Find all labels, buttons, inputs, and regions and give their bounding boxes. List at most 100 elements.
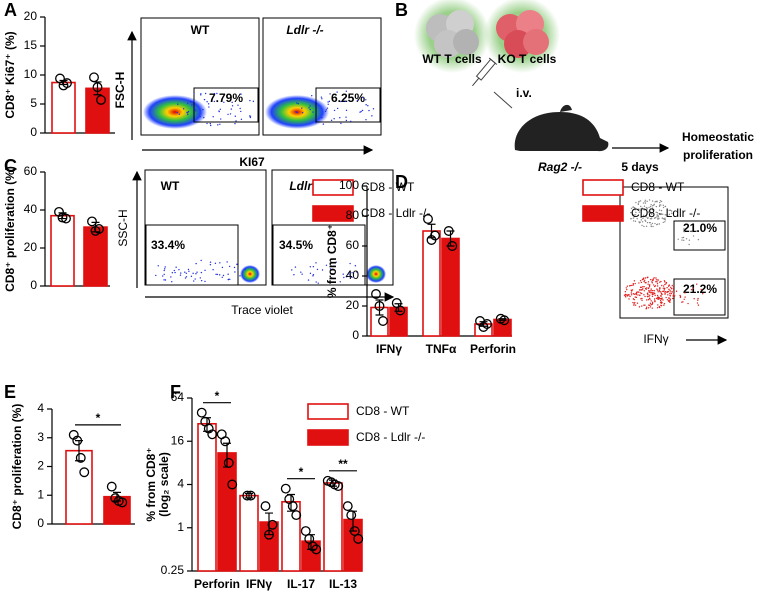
- flow-event: [371, 115, 373, 117]
- flow-event: [668, 209, 670, 212]
- flow-event: [190, 275, 193, 278]
- flow-event: [653, 290, 655, 292]
- flow-event: [669, 295, 671, 297]
- flow-event: [673, 292, 675, 294]
- flow-event: [650, 224, 652, 226]
- flow-event: [631, 284, 633, 287]
- y-tick-label: 20: [24, 240, 38, 254]
- flow-event: [202, 108, 204, 111]
- axis-label: Trace violet: [231, 303, 293, 317]
- flow-event: [668, 299, 670, 302]
- flow-event: [662, 213, 664, 215]
- gate-value: 21.0%: [683, 221, 717, 235]
- flow-event: [664, 281, 666, 283]
- flow-event: [155, 274, 157, 277]
- diagram-b: WT T cells KO T cells i.v. Rag2 -/- 5 da…: [414, 0, 754, 174]
- flow-event: [325, 264, 328, 266]
- flow-event: [641, 207, 643, 209]
- data-point: [287, 501, 298, 512]
- flow-event: [635, 292, 637, 295]
- flow-event: [163, 273, 165, 276]
- flow-event: [644, 304, 646, 306]
- flow-event: [644, 202, 647, 204]
- flow-event: [640, 219, 643, 221]
- flow-event: [668, 213, 671, 216]
- flow-event: [655, 279, 658, 281]
- flow-event: [648, 297, 651, 299]
- flow-event: [368, 109, 370, 112]
- flow-event: [630, 294, 633, 296]
- flow-event: [638, 211, 641, 213]
- flow-event: [184, 277, 187, 279]
- flow-event: [647, 307, 650, 309]
- significance: *: [96, 411, 101, 425]
- flow-event: [660, 280, 662, 283]
- flow-event: [204, 280, 206, 283]
- flow-event: [625, 294, 628, 296]
- flow-event: [670, 288, 673, 290]
- density: [366, 265, 386, 283]
- flow-event: [200, 94, 202, 96]
- flow-event: [674, 295, 676, 297]
- flow-event: [647, 276, 649, 278]
- flow-event: [362, 97, 365, 99]
- flow-a: FSC-H WT Ldlr -/- 7.79% 6.25% KI67: [113, 17, 382, 169]
- flow-event: [632, 283, 634, 285]
- flow-event: [294, 266, 297, 268]
- flow-event: [657, 298, 659, 300]
- flow-event: [644, 219, 646, 221]
- flow-event: [633, 304, 635, 306]
- y-tick-label: 60: [24, 164, 38, 178]
- flow-event: [309, 108, 311, 111]
- flow-event: [644, 287, 647, 290]
- flow-event: [655, 277, 657, 279]
- flow-event: [692, 235, 695, 237]
- flow-event: [249, 99, 251, 102]
- flow-event: [663, 302, 666, 305]
- flow-event: [633, 298, 636, 301]
- flow-event: [664, 221, 666, 223]
- flow-event: [214, 262, 217, 265]
- flow-event: [356, 271, 358, 273]
- flow-event: [320, 96, 323, 98]
- flow-event: [656, 216, 658, 218]
- flow-event: [652, 278, 655, 280]
- flow-event: [640, 286, 643, 289]
- flow-event: [656, 214, 658, 216]
- flow-event: [218, 274, 221, 276]
- flow-event: [193, 93, 195, 95]
- flow-event: [321, 116, 323, 119]
- flow-event: [647, 299, 650, 301]
- panel-label: D: [395, 172, 408, 192]
- axis-label: IFNγ: [643, 332, 668, 346]
- flow-event: [316, 268, 319, 271]
- flow-event: [662, 221, 664, 224]
- flow-event: [651, 295, 654, 298]
- bar: [103, 495, 131, 525]
- y-axis-label: CD8⁺ proliferation (%): [3, 166, 17, 292]
- flow-event: [237, 104, 239, 106]
- data-point: [260, 501, 271, 512]
- flow-event: [650, 300, 652, 302]
- flow-event: [365, 119, 367, 121]
- flow-event: [648, 285, 651, 288]
- legend-label: CD8 - Ldlr -/-: [361, 206, 430, 220]
- flow-event: [638, 209, 640, 211]
- flow-event: [327, 103, 329, 105]
- flow-event: [659, 291, 661, 293]
- flow-event: [314, 100, 317, 103]
- flow-event: [644, 277, 647, 279]
- flow-event: [335, 261, 337, 263]
- data-point: [430, 230, 440, 241]
- bar: [441, 237, 460, 337]
- flow-event: [647, 217, 649, 220]
- flow-event: [315, 281, 317, 283]
- flow-event: [671, 212, 673, 215]
- bar: [422, 230, 441, 337]
- flow-event: [308, 107, 310, 109]
- flow-event: [649, 278, 652, 281]
- gate-value: 33.4%: [151, 238, 185, 252]
- flow-event: [325, 109, 327, 111]
- plot-label: WT: [191, 23, 210, 37]
- data-point: [92, 82, 103, 93]
